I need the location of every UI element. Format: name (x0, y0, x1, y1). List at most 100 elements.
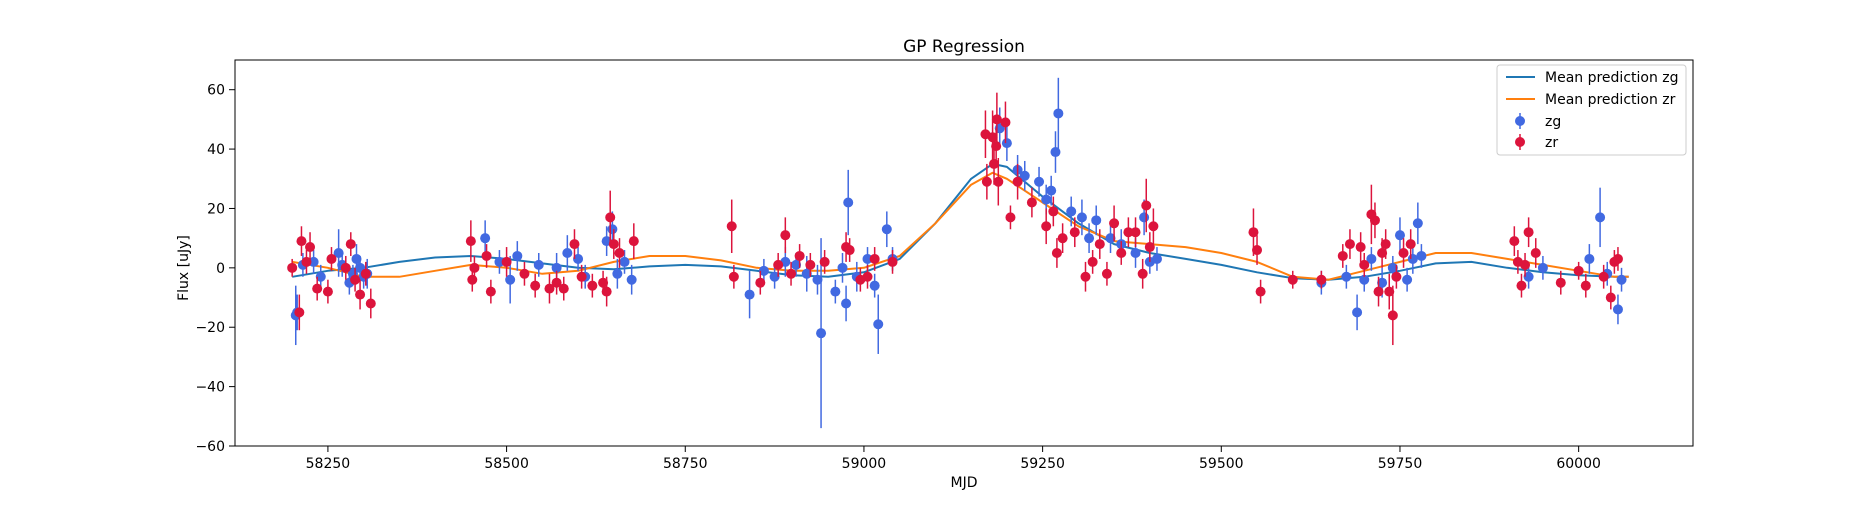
zg-point (862, 253, 873, 264)
zr-point (1387, 310, 1398, 321)
zr-point (1051, 248, 1062, 258)
zr-point (1398, 248, 1409, 258)
mean-prediction-zg-line (292, 162, 1629, 281)
zg-point (562, 248, 573, 258)
zr-point (1026, 197, 1037, 208)
zr-point (608, 239, 619, 250)
zr-point (773, 259, 784, 270)
zg-point (619, 256, 630, 267)
zg-point (1130, 248, 1141, 258)
zr-point (1087, 256, 1098, 267)
zr-point (1598, 271, 1609, 282)
zr-point (1116, 248, 1127, 258)
zr-point (1069, 227, 1080, 238)
legend-label-zg-prediction: Mean prediction zg (1545, 70, 1679, 86)
zg-point (612, 268, 623, 279)
zr-point (1094, 239, 1105, 250)
zg-point (1377, 277, 1388, 288)
zr-point (755, 277, 766, 288)
zg-point (308, 256, 319, 267)
zg-point (1034, 176, 1045, 187)
zr-point (601, 286, 612, 297)
y-tick-label: 40 (207, 142, 225, 158)
x-tick-label: 58500 (484, 456, 529, 472)
legend-marker-zg (1515, 113, 1525, 129)
zg-point (869, 280, 880, 291)
zg-point (1341, 271, 1352, 282)
y-tick-label: 20 (207, 201, 225, 217)
x-tick-label: 59250 (1020, 456, 1065, 472)
zg-point (1105, 233, 1116, 244)
axes: 58250 58500 58750 59000 59250 59500 59750 60000… (195, 83, 1600, 472)
zg-point (1402, 274, 1413, 285)
prediction-lines (292, 162, 1629, 281)
zr-point (1523, 227, 1534, 238)
zg-point (1416, 250, 1427, 261)
zg-point (1407, 253, 1418, 264)
zg-point (1050, 147, 1061, 158)
zr-point (365, 298, 376, 309)
zg-point (801, 268, 812, 279)
y-axis-label: Flux [uJy] (176, 235, 192, 301)
zr-point (1101, 268, 1112, 279)
zr-point (1005, 212, 1016, 223)
zr-point (469, 262, 480, 273)
x-tick-label: 59500 (1199, 456, 1244, 472)
zr-point (1612, 253, 1623, 264)
zr-point (1405, 239, 1416, 250)
zr-point (1048, 206, 1059, 217)
zg-point (1352, 307, 1363, 318)
zg-point (830, 286, 841, 297)
zr-point (1316, 274, 1327, 285)
zg-point (333, 248, 344, 258)
zg-point (1537, 262, 1548, 273)
observation-points (287, 77, 1627, 429)
zr-point (993, 176, 1004, 187)
zr-point (569, 239, 580, 250)
zr-point (1580, 280, 1591, 291)
zg-point (1091, 215, 1102, 226)
zr-point (322, 286, 333, 297)
zr-point (1384, 286, 1395, 297)
x-tick-label: 60000 (1556, 456, 1601, 472)
zr-point (1287, 274, 1298, 285)
zr-point (558, 283, 569, 294)
plot-frame (234, 59, 1694, 447)
legend-label-zr: zr (1545, 135, 1558, 151)
legend: Mean prediction zg Mean prediction zr zg… (1496, 64, 1687, 156)
zr-point (1109, 218, 1120, 229)
zr-point (294, 307, 305, 318)
zg-point (1387, 262, 1398, 273)
zr-point (1130, 227, 1141, 238)
zr-point (481, 250, 492, 261)
zr-point (1123, 227, 1134, 238)
legend-marker-zr (1515, 134, 1525, 150)
zg-point (512, 250, 523, 261)
zr-point (598, 277, 609, 288)
x-axis-label: MJD (951, 475, 978, 491)
x-tick-label: 58750 (663, 456, 708, 472)
zr-point (312, 283, 323, 294)
zg-point (494, 256, 505, 267)
zr-point (587, 280, 598, 291)
y-tick-label: −40 (195, 380, 225, 396)
zr-point (1248, 227, 1259, 238)
zr-point (1555, 277, 1566, 288)
legend-box (1496, 64, 1687, 156)
zr-point (1509, 236, 1520, 247)
zg-point (1151, 253, 1162, 264)
zr-point (981, 176, 992, 187)
y-tick-label: 60 (207, 83, 225, 99)
zg-point (533, 259, 544, 270)
zr-point (1141, 200, 1152, 211)
zg-point (816, 328, 827, 339)
zr-point (805, 259, 816, 270)
zg-point (1041, 194, 1052, 205)
zr-point (1373, 286, 1384, 297)
zr-point (1573, 265, 1584, 276)
zr-point (1530, 248, 1541, 258)
zr-point (887, 256, 898, 267)
zr-point (844, 245, 855, 256)
